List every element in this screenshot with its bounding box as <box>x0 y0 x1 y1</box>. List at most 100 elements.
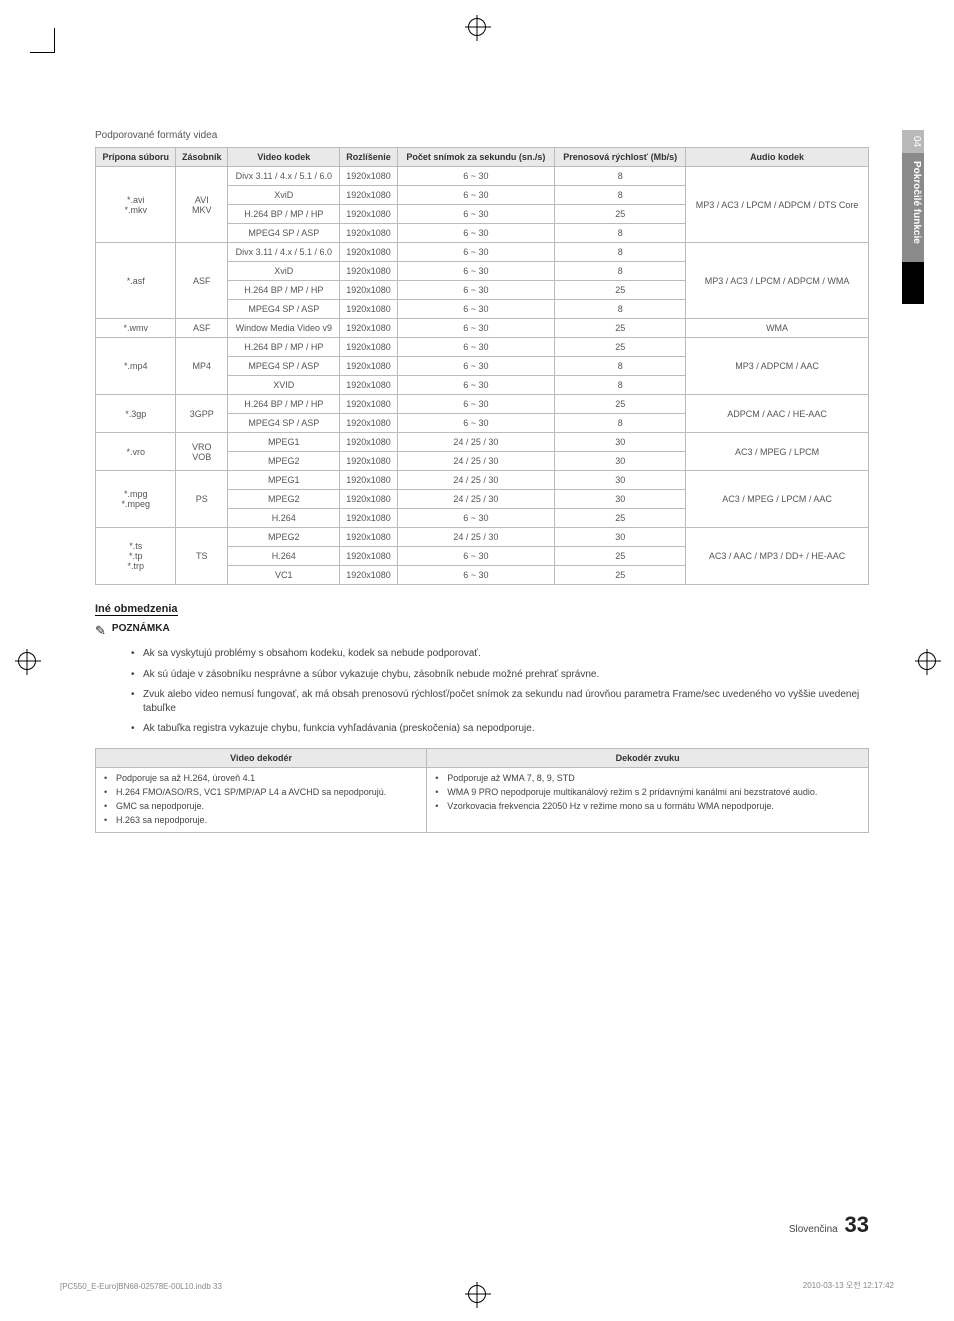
cell: 1920x1080 <box>340 528 397 547</box>
cell-container: MP4 <box>176 338 228 395</box>
tab-marker <box>902 262 924 304</box>
cell: 6 ~ 30 <box>397 566 555 585</box>
cell-audio: AC3 / AAC / MP3 / DD+ / HE-AAC <box>686 528 869 585</box>
cell: 25 <box>555 566 686 585</box>
crop-mark <box>30 28 55 53</box>
col-fps: Počet snímok za sekundu (sn./s) <box>397 148 555 167</box>
decoder-item: Vzorkovacia frekvencia 22050 Hz v režime… <box>435 800 860 812</box>
cell: MPEG1 <box>228 471 340 490</box>
table-row: *.mp4MP4H.264 BP / MP / HP1920x10806 ~ 3… <box>96 338 869 357</box>
cell: 24 / 25 / 30 <box>397 528 555 547</box>
cell: MPEG4 SP / ASP <box>228 414 340 433</box>
cell-ext: *.mp4 <box>96 338 176 395</box>
cell: MPEG4 SP / ASP <box>228 224 340 243</box>
col-acodec: Audio kodek <box>686 148 869 167</box>
table-row: *.3gp3GPPH.264 BP / MP / HP1920x10806 ~ … <box>96 395 869 414</box>
registration-mark <box>468 1285 486 1303</box>
cell: 1920x1080 <box>340 414 397 433</box>
table-row: *.mpg*.mpegPSMPEG11920x108024 / 25 / 303… <box>96 471 869 490</box>
cell: 6 ~ 30 <box>397 167 555 186</box>
cell: 30 <box>555 452 686 471</box>
cell: 25 <box>555 338 686 357</box>
decoder-item: Podporuje sa až H.264, úroveň 4.1 <box>104 772 418 784</box>
decoder-item: GMC sa nepodporuje. <box>104 800 418 812</box>
table-row: *.vroVROVOBMPEG11920x108024 / 25 / 3030A… <box>96 433 869 452</box>
cell: MPEG2 <box>228 452 340 471</box>
cell: 25 <box>555 319 686 338</box>
cell: 6 ~ 30 <box>397 243 555 262</box>
cell: 25 <box>555 509 686 528</box>
cell: 1920x1080 <box>340 338 397 357</box>
cell-ext: *.asf <box>96 243 176 319</box>
cell: XviD <box>228 262 340 281</box>
cell: 8 <box>555 243 686 262</box>
cell: 24 / 25 / 30 <box>397 490 555 509</box>
cell: 8 <box>555 376 686 395</box>
cell-container: ASF <box>176 319 228 338</box>
table-header-row: Prípona súboru Zásobník Video kodek Rozl… <box>96 148 869 167</box>
cell: XVID <box>228 376 340 395</box>
bullet-item: Ak sa vyskytujú problémy s obsahom kodek… <box>131 647 869 661</box>
cell: 24 / 25 / 30 <box>397 452 555 471</box>
decoder-video-header: Video dekodér <box>96 748 427 767</box>
cell-ext: *.mpg*.mpeg <box>96 471 176 528</box>
cell-audio: MP3 / AC3 / LPCM / ADPCM / DTS Core <box>686 167 869 243</box>
cell: 1920x1080 <box>340 547 397 566</box>
cell: H.264 BP / MP / HP <box>228 205 340 224</box>
col-bitrate: Prenosová rýchlosť (Mb/s) <box>555 148 686 167</box>
table-row: *.asfASFDivx 3.11 / 4.x / 5.1 / 6.01920x… <box>96 243 869 262</box>
cell-container: TS <box>176 528 228 585</box>
decoder-table: Video dekodér Dekodér zvuku Podporuje sa… <box>95 748 869 834</box>
cell: 25 <box>555 547 686 566</box>
cell: 6 ~ 30 <box>397 224 555 243</box>
footer-page-number: 33 <box>845 1212 869 1237</box>
cell: H.264 BP / MP / HP <box>228 395 340 414</box>
cell-audio: WMA <box>686 319 869 338</box>
cell: 1920x1080 <box>340 300 397 319</box>
codec-table: Prípona súboru Zásobník Video kodek Rozl… <box>95 147 869 585</box>
note-icon: ✎ <box>95 623 106 639</box>
bullet-item: Ak sú údaje v zásobníku nesprávne a súbo… <box>131 668 869 682</box>
cell: Window Media Video v9 <box>228 319 340 338</box>
cell: 25 <box>555 205 686 224</box>
cell-container: ASF <box>176 243 228 319</box>
registration-mark <box>918 652 936 670</box>
print-footer-right: 2010-03-13 오전 12:17:42 <box>803 1280 894 1291</box>
cell: 1920x1080 <box>340 262 397 281</box>
registration-mark <box>18 652 36 670</box>
cell-ext: *.vro <box>96 433 176 471</box>
cell: 1920x1080 <box>340 243 397 262</box>
footer-lang: Slovenčina <box>789 1224 838 1235</box>
page-content: 04 Pokročilé funkcie Podporované formáty… <box>95 130 869 1246</box>
cell: 6 ~ 30 <box>397 414 555 433</box>
table-caption: Podporované formáty videa <box>95 130 869 141</box>
cell: 1920x1080 <box>340 433 397 452</box>
cell: 6 ~ 30 <box>397 395 555 414</box>
cell: 6 ~ 30 <box>397 205 555 224</box>
decoder-item: Podporuje až WMA 7, 8, 9, STD <box>435 772 860 784</box>
page-footer: Slovenčina 33 <box>789 1212 869 1238</box>
cell-ext: *.wmv <box>96 319 176 338</box>
table-row: *.ts*.tp*.trpTSMPEG21920x108024 / 25 / 3… <box>96 528 869 547</box>
col-vcodec: Video kodek <box>228 148 340 167</box>
cell: MPEG2 <box>228 490 340 509</box>
cell: 30 <box>555 471 686 490</box>
cell: 1920x1080 <box>340 376 397 395</box>
cell: 30 <box>555 528 686 547</box>
cell: 6 ~ 30 <box>397 319 555 338</box>
cell: 6 ~ 30 <box>397 338 555 357</box>
cell: 1920x1080 <box>340 319 397 338</box>
col-container: Zásobník <box>176 148 228 167</box>
bullet-item: Ak tabuľka registra vykazuje chybu, funk… <box>131 722 869 736</box>
cell: 6 ~ 30 <box>397 357 555 376</box>
cell: 24 / 25 / 30 <box>397 433 555 452</box>
cell: MPEG4 SP / ASP <box>228 300 340 319</box>
cell-ext: *.ts*.tp*.trp <box>96 528 176 585</box>
cell-container: PS <box>176 471 228 528</box>
cell-ext: *.3gp <box>96 395 176 433</box>
cell: VC1 <box>228 566 340 585</box>
cell-audio: MP3 / ADPCM / AAC <box>686 338 869 395</box>
cell: 8 <box>555 224 686 243</box>
note-bullets: Ak sa vyskytujú problémy s obsahom kodek… <box>131 647 869 736</box>
cell: 1920x1080 <box>340 281 397 300</box>
